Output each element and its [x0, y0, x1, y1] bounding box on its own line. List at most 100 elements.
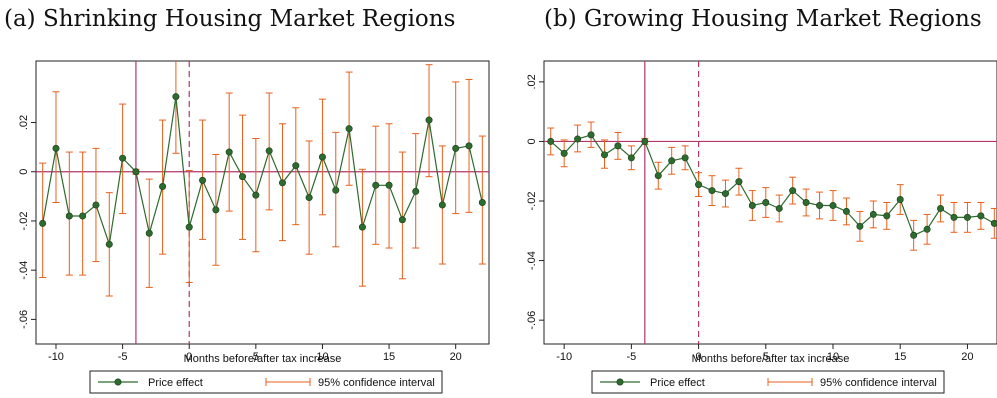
price-effect-point: [654, 172, 662, 180]
price-effect-point: [185, 223, 193, 231]
price-effect-point: [775, 204, 783, 212]
price-effect-point: [869, 210, 877, 218]
y-tick-label: -.06: [18, 310, 30, 329]
y-tick-label: 0: [18, 169, 30, 175]
price-effect-point: [465, 142, 473, 150]
price-effect-point: [842, 207, 850, 215]
y-tick-label: 0: [526, 138, 538, 144]
price-effect-point: [212, 206, 220, 214]
x-tick-label: -5: [118, 351, 128, 363]
price-effect-point: [695, 181, 703, 189]
legend-label-ci: 95% confidence interval: [318, 377, 435, 389]
price-effect-point: [252, 191, 260, 199]
plot-frame: [543, 60, 997, 345]
y-tick-label: -.06: [526, 311, 538, 330]
price-effect-point: [345, 125, 353, 133]
price-effect-point: [600, 151, 608, 159]
price-effect-point: [829, 201, 837, 209]
price-effect-point: [614, 142, 622, 150]
price-effect-point: [425, 116, 433, 124]
legend-label-price-effect: Price effect: [650, 377, 705, 389]
y-tick-label: -.04: [526, 251, 538, 270]
price-effect-point: [239, 173, 247, 181]
price-effect-point: [372, 181, 380, 189]
x-tick-label: 15: [894, 351, 906, 363]
price-effect-point: [132, 168, 140, 176]
x-tick-label: 0: [186, 351, 192, 363]
plot-area: [544, 61, 997, 344]
legend: Price effect 95% confidence interval: [591, 370, 945, 394]
price-effect-point: [172, 93, 180, 101]
price-effect-point: [668, 157, 676, 165]
price-effect-point: [438, 201, 446, 209]
price-effect-point: [547, 137, 555, 145]
price-effect-point: [587, 131, 595, 139]
price-effect-point: [681, 154, 689, 162]
price-effect-point: [65, 212, 73, 220]
plot-area: [36, 61, 489, 344]
y-tick-label: -.02: [526, 192, 538, 211]
price-effect-point: [883, 212, 891, 220]
legend-marker-swatch: [114, 378, 122, 386]
y-tick-label: .02: [18, 115, 30, 130]
x-tick-label: 0: [696, 351, 702, 363]
price-effect-point: [977, 212, 985, 220]
y-tick-label: .02: [526, 74, 538, 89]
legend-label-price-effect: Price effect: [148, 377, 203, 389]
plot-frame: [35, 60, 490, 345]
price-effect-point: [802, 199, 810, 207]
price-effect-point: [896, 196, 904, 204]
panel-a-title: (a) Shrinking Housing Market Regions: [4, 6, 456, 32]
price-effect-line: [550, 134, 995, 237]
price-effect-point: [627, 154, 635, 162]
price-effect-point: [748, 201, 756, 209]
y-tick-label: -.04: [18, 261, 30, 280]
price-effect-point: [816, 201, 824, 209]
price-effect-point: [910, 231, 918, 239]
price-effect-point: [412, 187, 420, 195]
price-effect-point: [641, 137, 649, 145]
price-effect-point: [762, 199, 770, 207]
price-effect-point: [789, 187, 797, 195]
x-tick-label: 20: [450, 351, 462, 363]
price-effect-point: [923, 225, 931, 233]
price-effect-point: [292, 162, 300, 170]
price-effect-point: [39, 219, 47, 227]
panel-b-title: (b) Growing Housing Market Regions: [544, 6, 982, 32]
price-effect-point: [332, 186, 340, 194]
price-effect-point: [305, 194, 313, 202]
chart-panel-b: -10 -5 0 5 10 15 20 -.06 -.04 -.02 0 .02 Months befo…: [526, 60, 997, 394]
price-effect-point: [560, 149, 568, 157]
price-effect-point: [856, 222, 864, 230]
price-effect-point: [225, 148, 233, 156]
price-effect-point: [278, 179, 286, 187]
price-effect-point: [119, 154, 127, 162]
price-effect-point: [937, 204, 945, 212]
legend-marker-swatch: [616, 378, 624, 386]
price-effect-point: [79, 212, 87, 220]
price-effect-point: [478, 199, 486, 207]
price-effect-point: [385, 181, 393, 189]
price-effect-point: [950, 213, 958, 221]
x-tick-label: -5: [626, 351, 636, 363]
x-axis-title: Months before/after tax increase: [692, 353, 850, 365]
price-effect-point: [199, 176, 207, 184]
price-effect-point: [963, 213, 971, 221]
x-tick-label: 15: [383, 351, 395, 363]
price-effect-point: [105, 240, 113, 248]
price-effect-point: [52, 144, 60, 152]
price-effect-point: [92, 201, 100, 209]
price-effect-point: [721, 190, 729, 198]
x-tick-label: 5: [763, 351, 769, 363]
legend: Price effect 95% confidence interval: [89, 370, 443, 394]
price-effect-point: [708, 187, 716, 195]
x-tick-label: 10: [827, 351, 839, 363]
price-effect-point: [398, 216, 406, 224]
price-effect-point: [735, 178, 743, 186]
price-effect-point: [452, 144, 460, 152]
price-effect-point: [145, 229, 153, 237]
price-effect-point: [318, 153, 326, 161]
price-effect-point: [990, 219, 997, 227]
price-effect-point: [265, 147, 273, 155]
